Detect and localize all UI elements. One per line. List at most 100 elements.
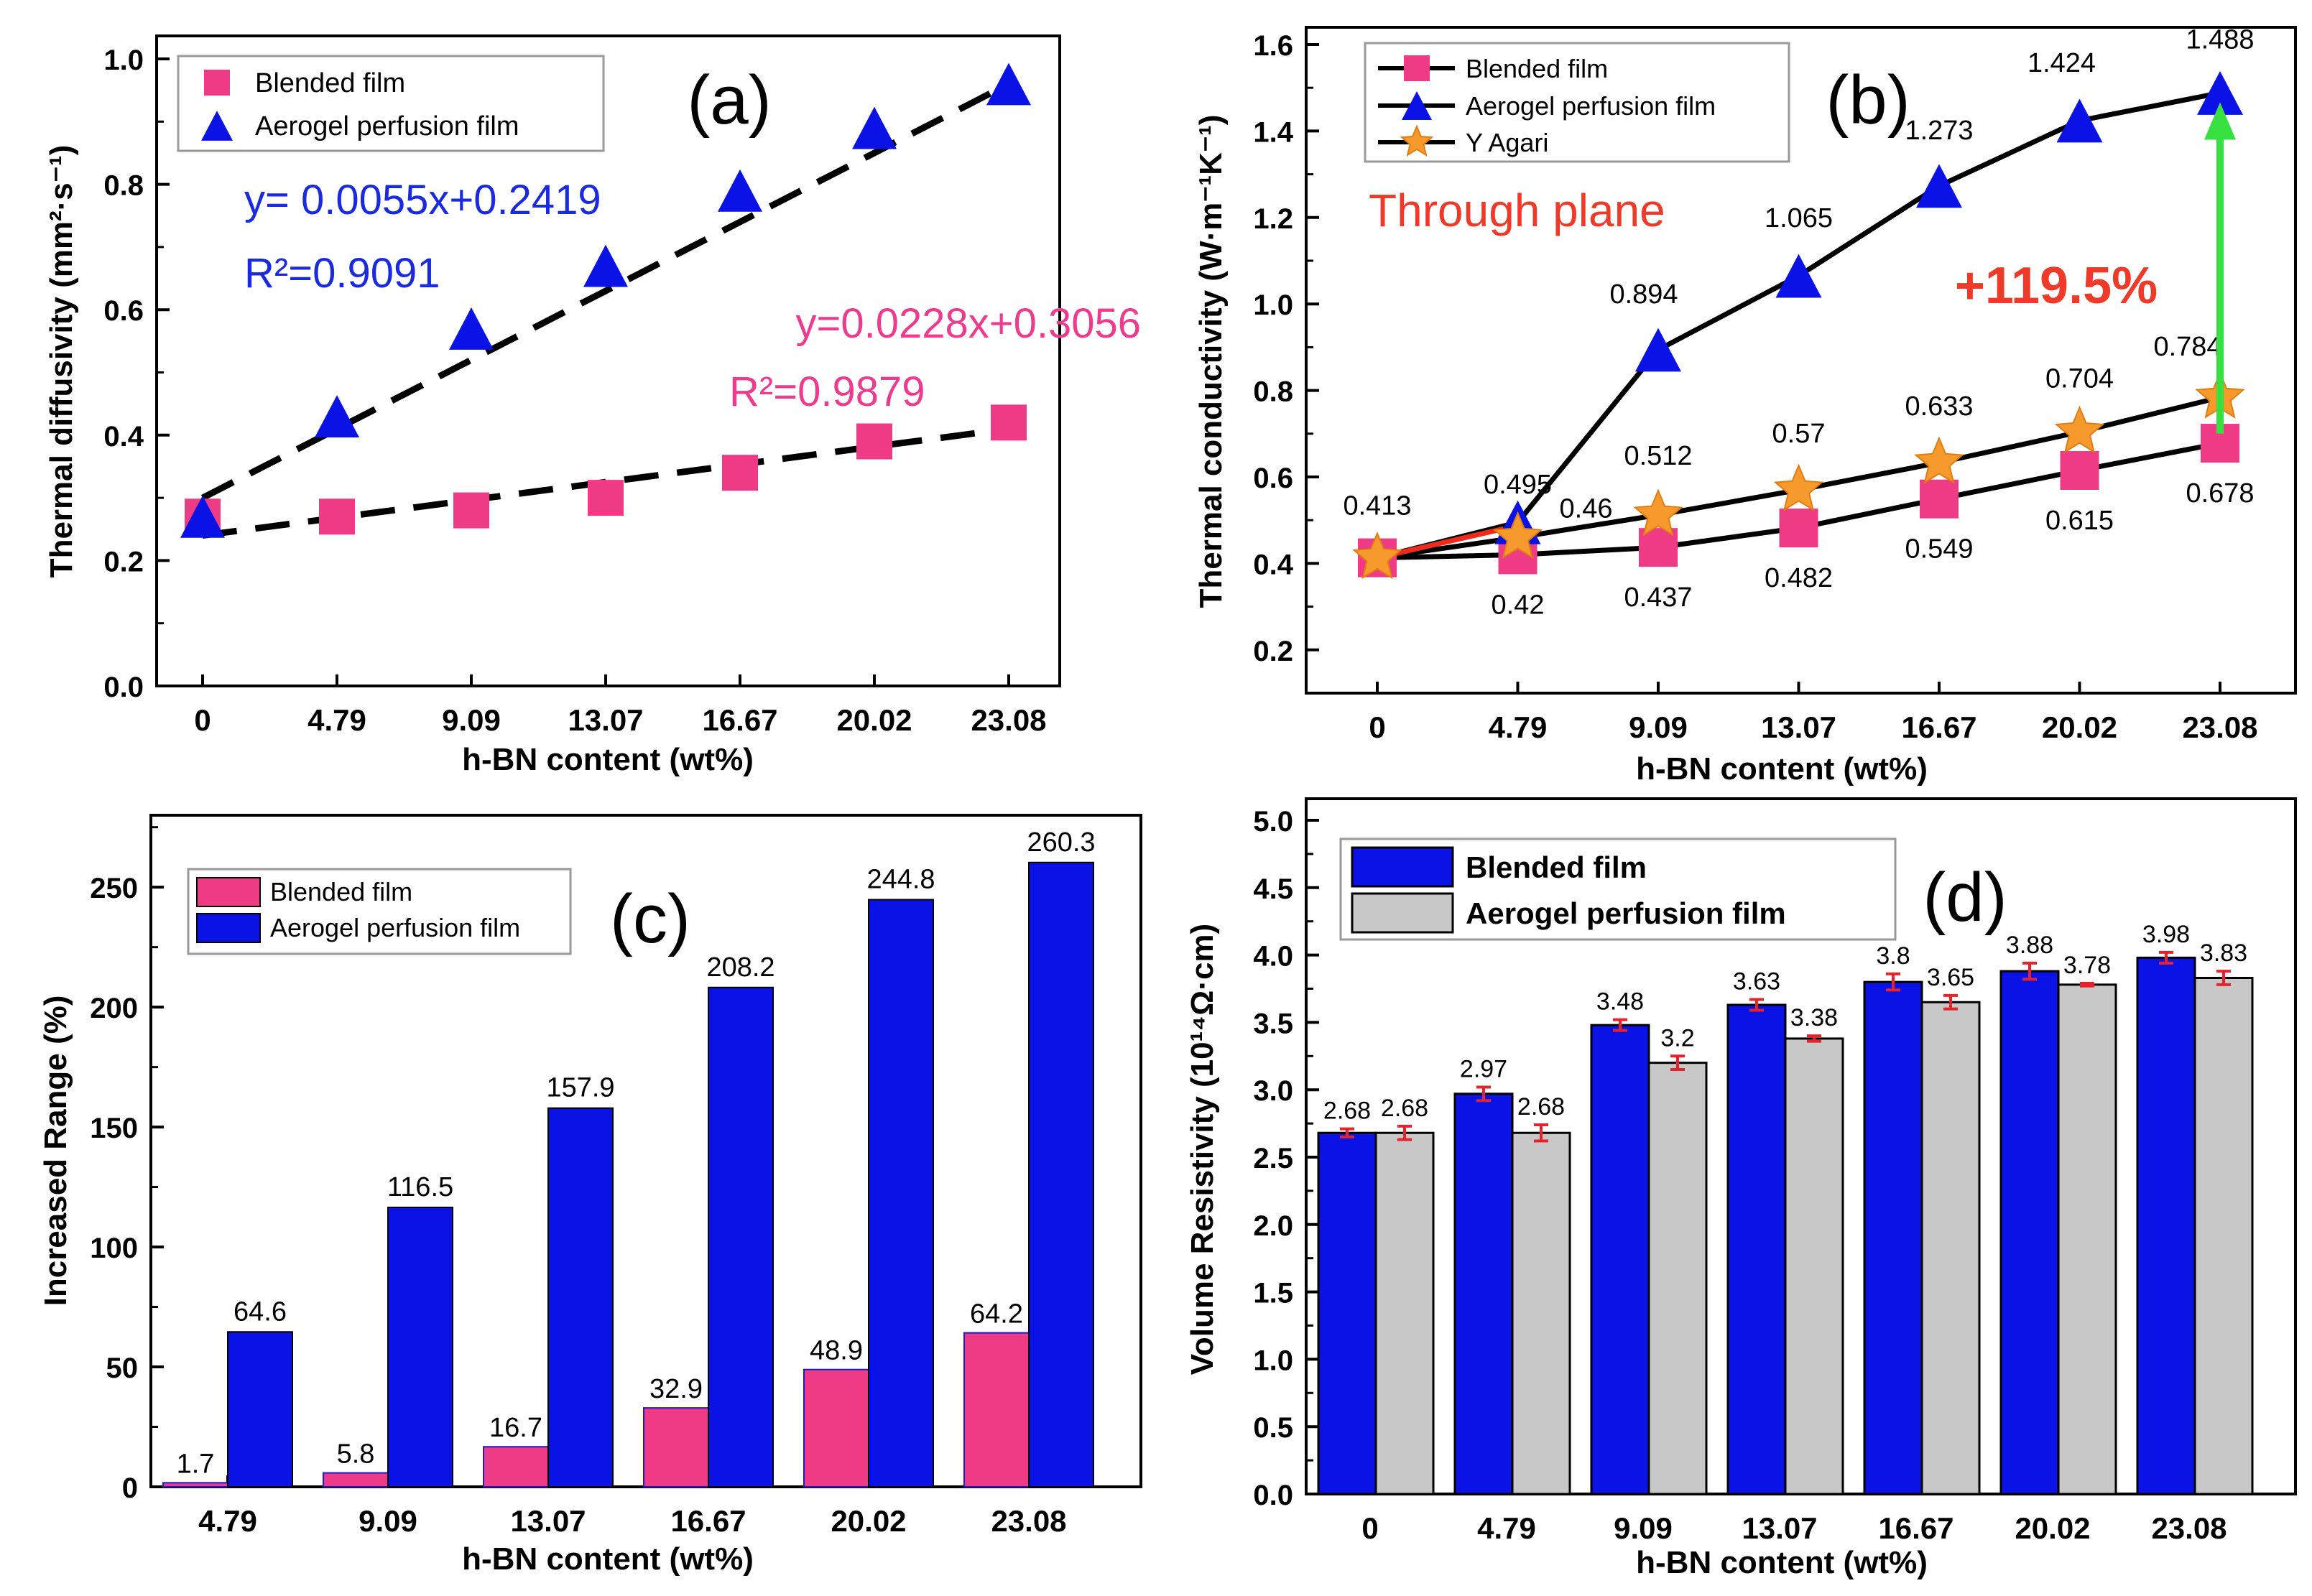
- panel-c-legend-swatch-blended: [196, 877, 261, 907]
- panel-c-value-label-blended: 32.9: [649, 1374, 703, 1404]
- panel-c-legend-swatch-aerogel: [196, 913, 261, 943]
- panel-b-ytick-label: 0.4: [1253, 549, 1293, 580]
- panel-a-xtick-label: 16.67: [702, 703, 777, 737]
- panel-a-ytick-label: 0.8: [103, 170, 144, 202]
- panel-d-y-axis-title: Volume Resistivity (10¹⁴Ω·cm): [1185, 924, 1220, 1375]
- panel-c-ytick-label: 50: [106, 1353, 139, 1384]
- panel-c-bar-blended: [162, 1482, 228, 1488]
- panel-d-legend-label-blended: Blended film: [1466, 850, 1647, 884]
- panel-b-value-label-blended: 0.678: [2186, 478, 2254, 509]
- panel-c-ytick-label: 150: [90, 1113, 138, 1144]
- panel-d-bar-aerogel: [2193, 976, 2254, 1495]
- panel-d-label: (d): [1923, 859, 2007, 936]
- panel-b-point-blended: [1920, 479, 1959, 519]
- panel-d-x-axis-title: h-BN content (wt%): [1636, 1545, 1928, 1580]
- panel-a-legend-label-blended: Blended film: [255, 68, 405, 98]
- panel-d-ytick-label: 4.5: [1253, 873, 1293, 905]
- panel-b-value-label-blended: 0.615: [2045, 506, 2114, 536]
- panel-b-y-axis-title: Thermal conductivity (W·m⁻¹K⁻¹): [1193, 115, 1229, 608]
- panel-c-y-axis-title: Increased Range (%): [38, 996, 73, 1307]
- panel-b-xtick-label: 13.07: [1761, 710, 1836, 744]
- panel-b-value-label-blended: 0.549: [1905, 534, 1973, 565]
- panel-d-ytick-label: 2.5: [1253, 1143, 1293, 1174]
- panel-b-ytick-label: 0.8: [1253, 376, 1293, 408]
- panel-b-through-plane-annotation: Through plane: [1369, 185, 1665, 236]
- panel-a-fit-line-aerogel: [200, 80, 1011, 501]
- panel-b-point-agari: [1492, 511, 1543, 559]
- panel-b-xtick-label: 9.09: [1629, 710, 1688, 744]
- panel-c-bar-blended: [483, 1446, 549, 1488]
- panel-b-point-blended: [2060, 450, 2099, 490]
- panel-b-ytick-label: 1.2: [1253, 203, 1293, 235]
- panel-a-fit-equation-aerogel: y= 0.0055x+0.2419: [244, 177, 601, 223]
- panel-a-xtick-label: 4.79: [308, 703, 366, 737]
- panel-b-increase-annotation: +119.5%: [1955, 257, 2158, 315]
- panel-a-legend-marker-aerogel: [201, 111, 233, 141]
- panel-b-value-label-aerogel: 0.894: [1609, 279, 1678, 310]
- panel-b-point-agari: [1914, 436, 1964, 484]
- panel-a-x-axis-title: h-BN content (wt%): [462, 742, 754, 777]
- panel-c-value-label-aerogel: 64.6: [233, 1296, 287, 1327]
- panel-d-value-label-blended: 3.8: [1876, 942, 1910, 970]
- panel-d-value-label-blended: 2.97: [1460, 1055, 1507, 1082]
- panel-c-value-label-aerogel: 208.2: [706, 952, 774, 983]
- panel-d-xtick-label: 9.09: [1614, 1511, 1673, 1545]
- panel-c-value-label-aerogel: 260.3: [1027, 827, 1095, 858]
- panel-a-fit-r2-aerogel: R²=0.9091: [244, 250, 440, 297]
- panel-d-xtick-label: 16.67: [1878, 1511, 1953, 1545]
- panel-c-value-label-blended: 16.7: [489, 1413, 542, 1443]
- panel-a-label: (a): [687, 62, 771, 139]
- panel-d-xtick-label: 20.02: [2015, 1511, 2090, 1545]
- panel-d-bar-blended: [1863, 980, 1923, 1495]
- panel-d-bar-aerogel: [1511, 1131, 1571, 1495]
- panel-b-value-label-aerogel: 1.488: [2186, 24, 2254, 55]
- panel-d-ytick-label: 1.5: [1253, 1278, 1293, 1309]
- panel-d-bar-blended: [1590, 1024, 1650, 1495]
- panel-b-frame: [1305, 26, 2297, 695]
- panel-d-bar-aerogel: [1647, 1062, 1708, 1495]
- panel-b-value-label-blended: 0.437: [1624, 583, 1692, 613]
- panel-d-value-label-blended: 3.63: [1733, 968, 1780, 996]
- panel-b-legend-label-agari: Y Agari: [1466, 128, 1548, 157]
- panel-c-value-label-blended: 64.2: [970, 1299, 1023, 1330]
- panel-c-legend-label-aerogel: Aerogel perfusion film: [270, 913, 520, 942]
- panel-b-point-aerogel: [2197, 71, 2243, 115]
- panel-a-point-blended: [722, 455, 758, 491]
- panel-b-point-aerogel: [1775, 254, 1822, 298]
- panel-b-value-label-blended: 0.482: [1765, 563, 1833, 593]
- panel-d-xtick-label: 13.07: [1742, 1511, 1817, 1545]
- panel-a-point-aerogel: [986, 62, 1031, 106]
- panel-a-ytick-label: 1.0: [103, 45, 144, 76]
- panel-b-legend-label-aerogel: Aerogel perfusion film: [1466, 91, 1716, 121]
- panel-a-point-aerogel: [315, 395, 359, 438]
- panel-b-point-agari: [2054, 405, 2105, 454]
- panel-d-bar-aerogel: [1784, 1037, 1844, 1495]
- panel-c-xtick-label: 16.67: [670, 1504, 746, 1538]
- panel-c-label: (c): [610, 881, 690, 957]
- panel-a-legend-marker-blended: [204, 70, 230, 96]
- panel-b-value-label-agari: 0.46: [1560, 493, 1613, 524]
- panel-d-ytick-label: 1.0: [1253, 1345, 1293, 1376]
- panel-b-xtick-label: 20.02: [2042, 710, 2117, 744]
- panel-c-xtick-label: 9.09: [359, 1504, 417, 1538]
- panel-d-value-label-aerogel: 3.78: [2063, 952, 2111, 979]
- panel-a-frame: [155, 34, 1061, 687]
- panel-d-bar-blended: [1453, 1092, 1514, 1495]
- panel-a-xtick-label: 20.02: [836, 703, 912, 737]
- panel-d-legend-swatch-aerogel: [1351, 892, 1454, 934]
- panel-d-xtick-label: 0: [1361, 1511, 1378, 1545]
- panel-a-point-aerogel: [718, 169, 762, 212]
- panel-b-legend-label-blended: Blended film: [1466, 54, 1608, 83]
- panel-a-ytick-label: 0.2: [103, 546, 144, 577]
- panel-d-value-label-blended: 3.98: [2142, 921, 2190, 948]
- panel-b-label: (b): [1826, 62, 1910, 139]
- panel-c-x-axis-title: h-BN content (wt%): [462, 1541, 754, 1577]
- panel-a-xtick-label: 9.09: [442, 703, 501, 737]
- panel-b-x-axis-title: h-BN content (wt%): [1636, 751, 1928, 787]
- panel-a-point-blended: [453, 492, 489, 529]
- panel-b-xtick-label: 16.67: [1901, 710, 1976, 744]
- panel-c-bar-aerogel: [387, 1206, 453, 1488]
- panel-b-increase-arrowhead: [2204, 102, 2236, 140]
- panel-c-legend-label-blended: Blended film: [270, 877, 412, 906]
